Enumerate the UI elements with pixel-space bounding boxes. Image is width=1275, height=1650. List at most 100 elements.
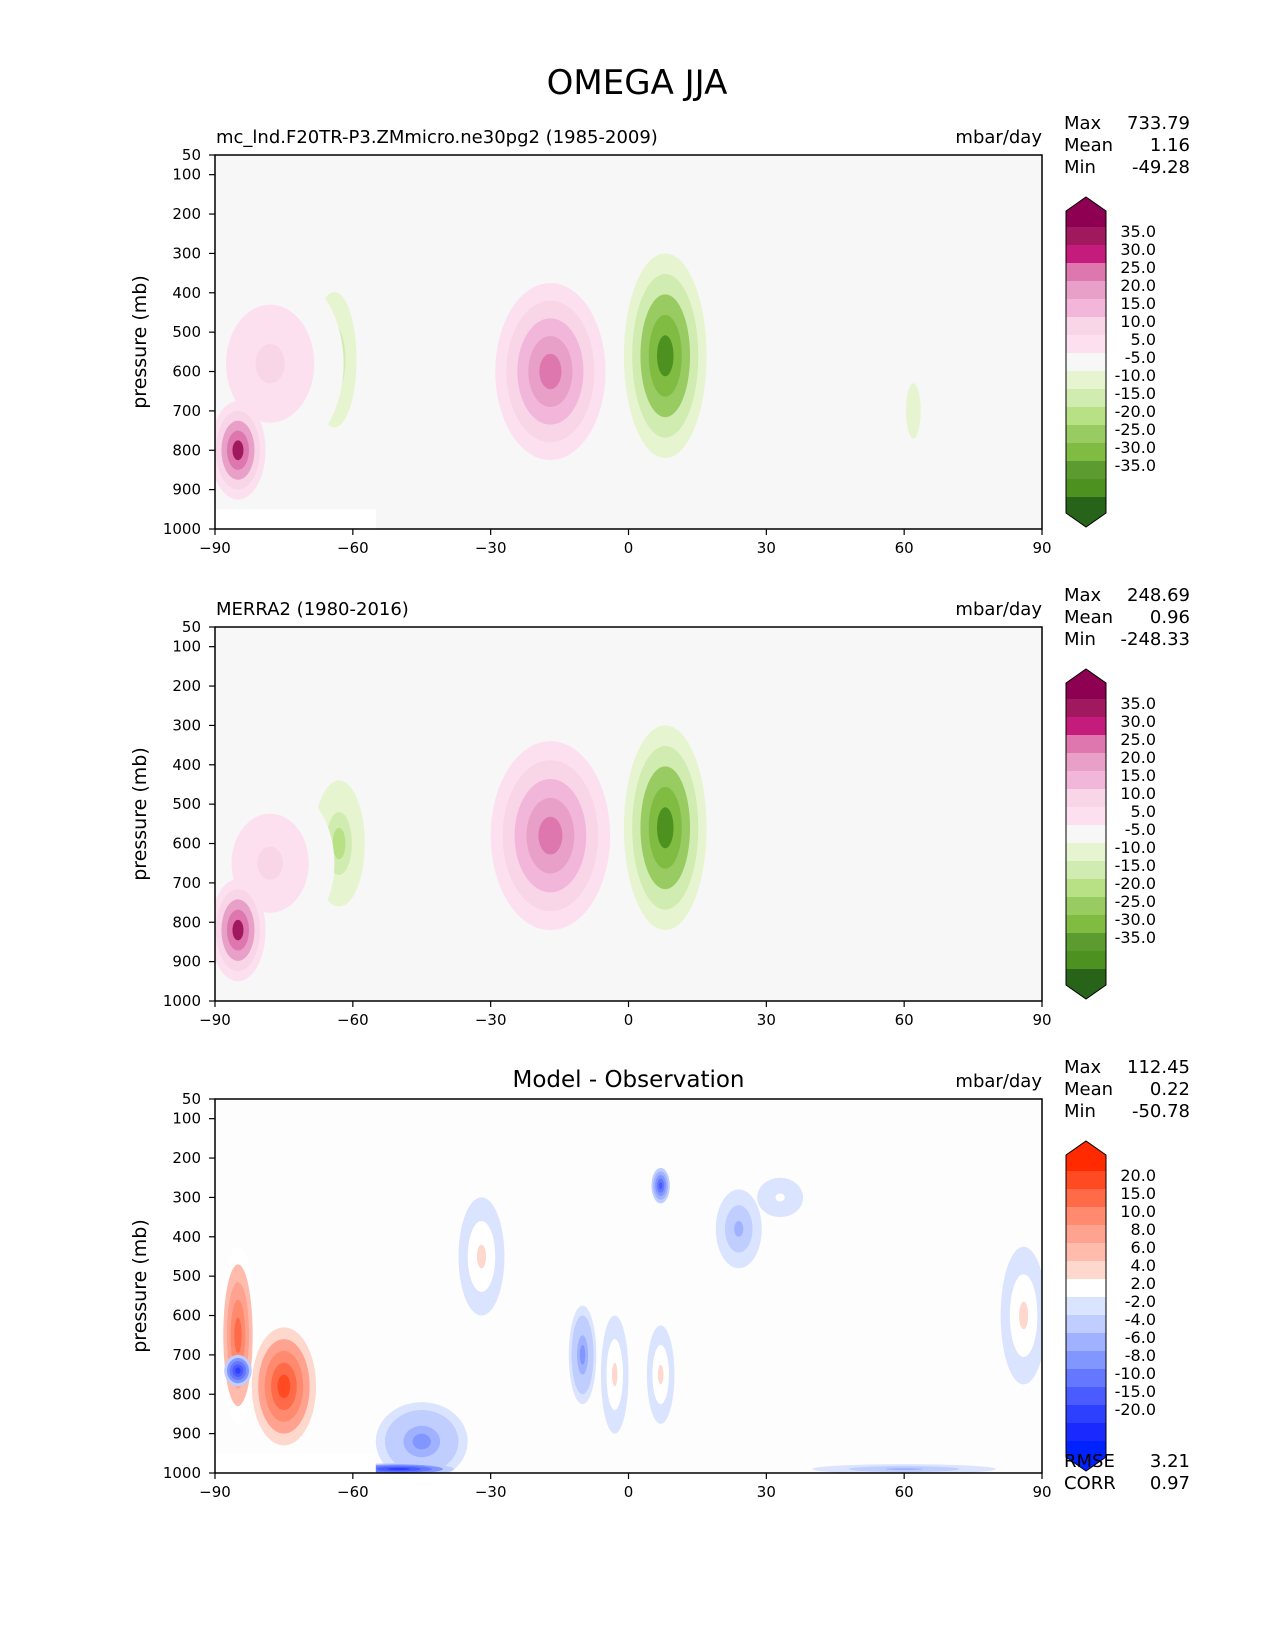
colorbar-label: -30.0	[1115, 910, 1156, 929]
colorbar-label: 15.0	[1120, 1184, 1156, 1203]
y-tick-label: 1000	[163, 520, 201, 538]
colorbar-outline	[1065, 668, 1107, 1000]
colorbar-segment	[1066, 371, 1106, 390]
y-tick-label: 100	[172, 638, 201, 656]
y-tick-label: 500	[172, 323, 201, 341]
y-tick-label: 800	[172, 441, 201, 459]
colorbar-label: -4.0	[1125, 1310, 1156, 1329]
stat-label: Min	[1064, 1101, 1096, 1122]
stat-label: Min	[1064, 157, 1096, 178]
colorbar-segment	[1066, 389, 1106, 408]
colorbar-segment	[1066, 771, 1106, 790]
colorbar-label: 15.0	[1120, 294, 1156, 313]
contour-feature-2-level-5	[656, 335, 674, 377]
colorbar-segment	[1066, 317, 1106, 336]
x-tick-label: 0	[624, 1011, 634, 1029]
colorbar: 20.015.010.08.06.04.02.0-2.0-4.0-6.0-8.0…	[1065, 1140, 1156, 1472]
colorbar-extend-top	[1066, 1141, 1106, 1171]
y-axis-label: pressure (mb)	[129, 747, 151, 881]
colorbar-segment	[1066, 1225, 1106, 1244]
contour-field	[215, 725, 707, 982]
topography-mask	[215, 1453, 376, 1473]
colorbar-segment	[1066, 1297, 1106, 1316]
contour-feature-3-level-5	[332, 827, 346, 860]
y-tick-label: 400	[172, 756, 201, 774]
metric-value: 3.21	[1150, 1451, 1190, 1472]
contour-field	[215, 253, 932, 529]
y-tick-label: 700	[172, 874, 201, 892]
y-tick-label: 900	[172, 953, 201, 971]
colorbar-label: -2.0	[1125, 1292, 1156, 1311]
colorbar-extend-bottom	[1066, 497, 1106, 527]
colorbar-label: 10.0	[1120, 1202, 1156, 1221]
stat-label: Mean	[1064, 607, 1113, 628]
stat-label: Max	[1064, 113, 1102, 134]
stat-label: Max	[1064, 585, 1102, 606]
y-tick-label: 600	[172, 835, 201, 853]
colorbar-label: -20.0	[1115, 874, 1156, 893]
y-tick-label: 900	[172, 481, 201, 499]
stat-value: 1.16	[1150, 135, 1190, 156]
x-tick-label: 60	[895, 1011, 914, 1029]
colorbar-label: 10.0	[1120, 312, 1156, 331]
colorbar: 35.030.025.020.015.010.05.0-5.0-10.0-15.…	[1065, 668, 1156, 1000]
colorbar-label: -35.0	[1115, 928, 1156, 947]
y-tick-label: 50	[182, 618, 201, 636]
colorbar-segment	[1066, 443, 1106, 462]
colorbar-outline	[1065, 1140, 1107, 1472]
metric-value: 0.97	[1150, 1473, 1190, 1494]
colorbar-segment	[1066, 789, 1106, 808]
colorbar-segment	[1066, 753, 1106, 772]
colorbar-segment	[1066, 1315, 1106, 1334]
panel-1: −90 −60 −30 0 30 60 90 50 100 200 300 400 500 600 700 8…	[129, 113, 1190, 557]
colorbar-segment	[1066, 245, 1106, 264]
contour-feature-14-level-5	[1019, 1301, 1029, 1330]
stat-value: 0.96	[1150, 607, 1190, 628]
colorbar-label: 35.0	[1120, 694, 1156, 713]
colorbar-label: 5.0	[1131, 802, 1156, 821]
colorbar-label: 6.0	[1131, 1238, 1156, 1257]
colorbar-segment	[1066, 897, 1106, 916]
colorbar-label: -5.0	[1125, 348, 1156, 367]
contour-feature-2-level-5	[277, 1374, 291, 1399]
x-tick-label: 30	[757, 1011, 776, 1029]
colorbar-label: 25.0	[1120, 258, 1156, 277]
colorbar-segment	[1066, 807, 1106, 826]
colorbar-label: 20.0	[1120, 1166, 1156, 1185]
colorbar-segment	[1066, 281, 1106, 300]
colorbar-segment	[1066, 843, 1106, 862]
y-tick-label: 100	[172, 1110, 201, 1128]
colorbar-segment	[1066, 461, 1106, 480]
x-tick-label: 30	[757, 539, 776, 557]
colorbar-label: 8.0	[1131, 1220, 1156, 1239]
panel-title: Model - Observation	[512, 1067, 744, 1093]
colorbar-segment	[1066, 825, 1106, 844]
contour-feature-13-level-5	[885, 1468, 923, 1471]
colorbar-segment	[1066, 1423, 1106, 1442]
colorbar-segment	[1066, 861, 1106, 880]
plot-background	[215, 1099, 1042, 1473]
x-tick-label: −30	[475, 1483, 507, 1501]
colorbar-label: -10.0	[1115, 1364, 1156, 1383]
metric-label: CORR	[1064, 1473, 1116, 1494]
colorbar-label: 10.0	[1120, 784, 1156, 803]
colorbar-label: 4.0	[1131, 1256, 1156, 1275]
x-tick-label: 30	[757, 1483, 776, 1501]
stat-value: 733.79	[1127, 113, 1190, 134]
colorbar: 35.030.025.020.015.010.05.0-5.0-10.0-15.…	[1065, 196, 1156, 528]
y-tick-label: 600	[172, 363, 201, 381]
colorbar-label: -20.0	[1115, 1400, 1156, 1419]
panel-title: mc_lnd.F20TR-P3.ZMmicro.ne30pg2 (1985-20…	[216, 127, 658, 148]
y-tick-label: 400	[172, 1228, 201, 1246]
colorbar-segment	[1066, 425, 1106, 444]
colorbar-label: 15.0	[1120, 766, 1156, 785]
contour-feature-6-level-5	[909, 397, 918, 425]
colorbar-segment	[1066, 407, 1106, 426]
colorbar-segment	[1066, 263, 1106, 282]
colorbar-label: -5.0	[1125, 820, 1156, 839]
y-tick-label: 300	[172, 716, 201, 734]
y-tick-label: 500	[172, 1267, 201, 1285]
colorbar-segment	[1066, 1405, 1106, 1424]
colorbar-label: -15.0	[1115, 1382, 1156, 1401]
stat-label: Min	[1064, 629, 1096, 650]
